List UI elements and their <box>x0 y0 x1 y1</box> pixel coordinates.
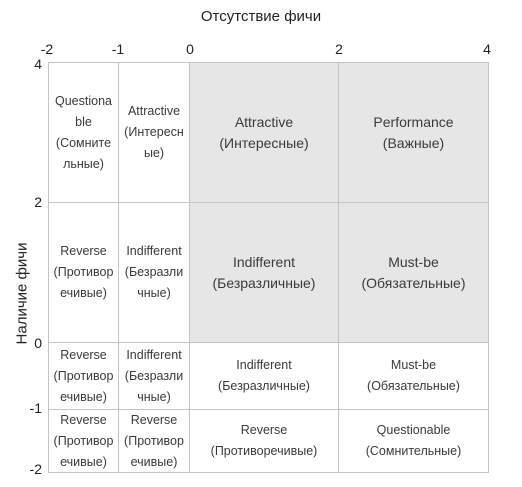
cell-attractive-r1c2: Attractive (Интересн ые) <box>118 62 190 203</box>
cell-label: Questionable (Сомнительные) <box>365 423 462 458</box>
x-axis-title: Отсутствие фичи <box>200 8 322 25</box>
cell-must-be-r3c4: Must-be (Обязательные) <box>338 342 489 410</box>
cell-label: Attractive (Интересные) <box>219 113 309 151</box>
x-tick-minus-2: -2 <box>40 41 54 57</box>
cell-reverse-r2c1: Reverse (Противор ечивые) <box>48 202 119 343</box>
cell-label: Reverse (Противор ечивые) <box>124 412 184 469</box>
y-tick-minus-2: -2 <box>29 461 42 477</box>
x-tick-4: 4 <box>483 41 491 57</box>
x-tick-minus-1: -1 <box>111 41 125 57</box>
cell-reverse-r4c1: Reverse (Противор ечивые) <box>48 409 119 473</box>
cell-label: Reverse (Противор ечивые) <box>53 244 114 300</box>
cell-reverse-r3c1: Reverse (Противор ечивые) <box>48 342 119 410</box>
cell-label: Reverse (Противор ечивые) <box>53 412 114 469</box>
y-tick-4: 4 <box>34 56 42 72</box>
cell-label: Questiona ble (Сомните льные) <box>55 93 112 171</box>
cell-label: Performance (Важные) <box>373 113 454 151</box>
cell-label: Indifferent (Безразличные) <box>212 253 316 291</box>
cell-reverse-r4c2: Reverse (Противор ечивые) <box>118 409 190 473</box>
cell-performance-r1c4: Performance (Важные) <box>338 62 489 203</box>
cell-indifferent-r3c2: Indifferent (Безразли чные) <box>118 342 190 410</box>
cell-label: Indifferent (Безразличные) <box>218 358 310 393</box>
cell-reverse-r4c3: Reverse (Противоречивые) <box>189 409 339 473</box>
cell-label: Attractive (Интересн ые) <box>124 104 184 160</box>
cell-label: Reverse (Противор ечивые) <box>53 347 114 404</box>
cell-label: Must-be (Обязательные) <box>361 253 466 291</box>
cell-label: Indifferent (Безразли чные) <box>124 347 184 404</box>
x-tick-0: 0 <box>186 41 194 57</box>
cell-attractive-r1c3: Attractive (Интересные) <box>189 62 339 203</box>
cell-indifferent-r2c2: Indifferent (Безразли чные) <box>118 202 190 343</box>
y-tick-0: 0 <box>34 335 42 351</box>
cell-questionable-r4c4: Questionable (Сомнительные) <box>338 409 489 473</box>
cell-label: Indifferent (Безразли чные) <box>124 244 184 300</box>
cell-questionable-r1c1: Questiona ble (Сомните льные) <box>48 62 119 203</box>
y-axis-title: Наличие фичи <box>13 242 31 345</box>
x-tick-2: 2 <box>335 41 343 57</box>
y-tick-minus-1: -1 <box>29 400 42 416</box>
cell-indifferent-r3c3: Indifferent (Безразличные) <box>189 342 339 410</box>
cell-label: Must-be (Обязательные) <box>367 358 460 393</box>
cell-must-be-r2c4: Must-be (Обязательные) <box>338 202 489 343</box>
cell-indifferent-r2c3: Indifferent (Безразличные) <box>189 202 339 343</box>
cell-label: Reverse (Противоречивые) <box>210 423 318 458</box>
y-tick-2: 2 <box>34 194 42 210</box>
